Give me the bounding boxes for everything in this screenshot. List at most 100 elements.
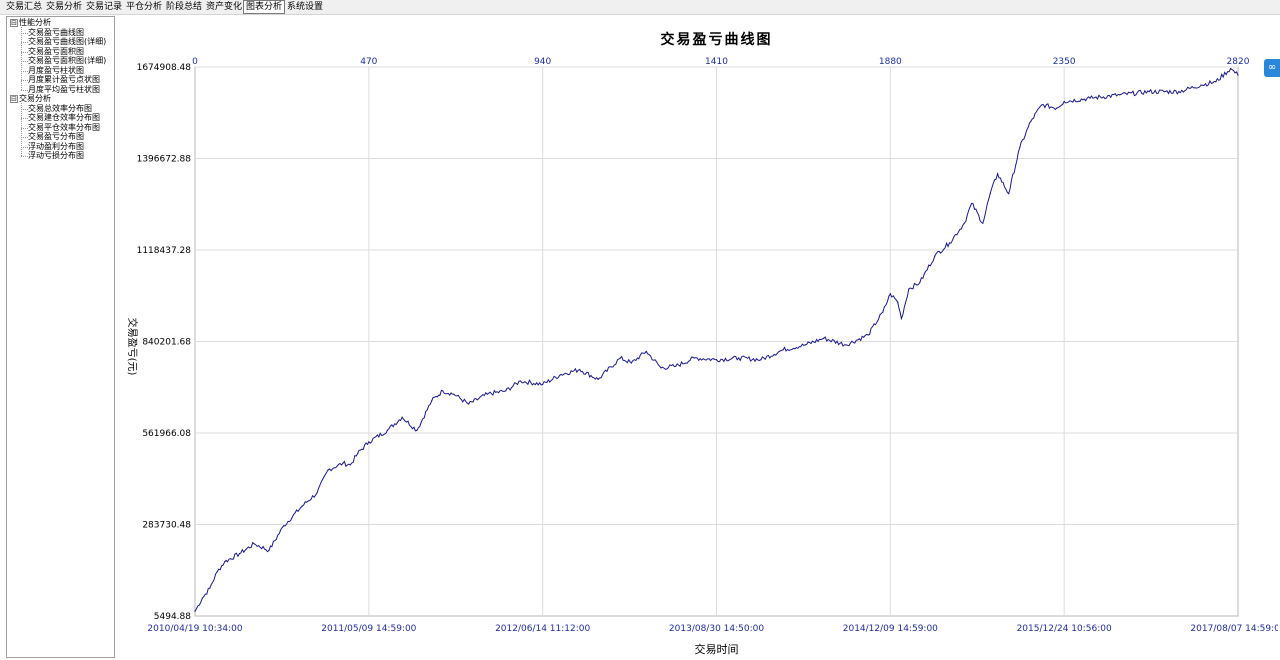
- pnl-line-chart: 5494.88 283730.48 561966.08 840201.68 111843…: [126, 31, 1278, 656]
- tree-connector: [21, 61, 28, 62]
- tree-item[interactable]: 交易总效率分布图: [28, 103, 92, 113]
- tab-8[interactable]: 系统设置: [287, 2, 324, 12]
- y-axis-label: 交易盈亏(元): [126, 318, 139, 376]
- data-point: [804, 344, 806, 346]
- tree-item[interactable]: 交易盈亏曲线图: [28, 27, 84, 37]
- data-point: [1056, 107, 1058, 109]
- data-point: [416, 429, 418, 431]
- x-bottom-tick-label: 2010/04/19 10:34:00: [147, 624, 242, 634]
- data-point: [845, 344, 847, 346]
- tree-item[interactable]: 浮动亏损分布图: [28, 151, 84, 160]
- data-point: [401, 416, 403, 418]
- tree-item[interactable]: 月度累计盈亏点状图: [28, 75, 100, 84]
- data-point: [316, 492, 318, 494]
- tree-item[interactable]: 交易盈亏分布图: [28, 132, 84, 141]
- side-link-button[interactable]: ∞: [1264, 59, 1280, 77]
- data-point: [1041, 104, 1043, 106]
- data-point: [882, 311, 884, 313]
- tree-group-label[interactable]: 性能分析: [19, 18, 51, 27]
- tree-connector: [21, 89, 28, 91]
- data-point: [982, 222, 984, 224]
- data-point: [597, 378, 599, 380]
- data-point: [357, 452, 359, 454]
- tab-7[interactable]: 图表分析: [243, 0, 286, 14]
- data-point: [1089, 97, 1091, 99]
- tree-connector: [21, 32, 28, 34]
- tree-connector: [21, 70, 28, 72]
- link-icon: ∞: [1267, 62, 1277, 73]
- x-bottom-tick-label: 2017/08/07 14:59:00: [1190, 624, 1278, 634]
- data-point: [782, 349, 784, 351]
- tree-connector: [21, 27, 22, 90]
- tab-2[interactable]: 交易分析: [46, 2, 83, 12]
- data-point: [368, 441, 370, 443]
- data-point: [867, 334, 869, 336]
- data-point: [1215, 81, 1217, 83]
- tab-3[interactable]: 交易记录: [86, 2, 123, 12]
- tree-item[interactable]: 交易建仓效率分布图: [28, 113, 100, 122]
- data-point: [660, 367, 662, 369]
- data-point: [579, 368, 581, 371]
- data-point: [349, 464, 351, 466]
- x-bottom-tick-label: 2013/08/30 14:50:00: [669, 624, 764, 634]
- tree-group-label[interactable]: 交易分析: [19, 94, 51, 103]
- tab-5[interactable]: 阶段总结: [166, 2, 203, 12]
- y-tick-label: 840201.68: [142, 338, 191, 348]
- data-point: [327, 469, 329, 471]
- tab-6[interactable]: 资产变化: [206, 2, 243, 12]
- collapse-toggle-icon[interactable]: ⊟: [10, 95, 18, 103]
- tree-item[interactable]: 浮动盈利分布图: [28, 141, 84, 151]
- data-point: [223, 561, 226, 563]
- data-point: [519, 380, 522, 382]
- data-point: [971, 202, 973, 205]
- data-point: [1008, 192, 1010, 195]
- x-bottom-tick-label: 2014/12/09 14:59:00: [843, 624, 938, 634]
- tab-1[interactable]: 交易汇总: [6, 2, 43, 12]
- tree-item[interactable]: 交易盈亏面积图(详细): [28, 56, 107, 65]
- tree-item[interactable]: 月度盈亏柱状图: [28, 65, 84, 75]
- data-point: [209, 587, 211, 589]
- data-point: [645, 350, 647, 353]
- data-point: [1019, 146, 1021, 149]
- data-point: [919, 281, 921, 283]
- y-tick-label: 1674908.48: [137, 63, 192, 73]
- data-point: [889, 293, 891, 295]
- data-point: [823, 337, 825, 339]
- data-point: [1119, 94, 1121, 96]
- data-point: [760, 359, 762, 361]
- tree-item[interactable]: 交易平仓效率分布图: [28, 122, 100, 132]
- data-point: [216, 571, 218, 573]
- data-point: [431, 400, 433, 402]
- tree-item[interactable]: 月度平均盈亏柱状图: [28, 84, 100, 94]
- data-point: [453, 393, 455, 395]
- y-tick-label: 561966.08: [142, 429, 191, 439]
- chart-title: 交易盈亏曲线图: [661, 31, 773, 48]
- tree-item[interactable]: 交易盈亏曲线图(详细): [28, 37, 107, 46]
- x-top-tick-label: 2820: [1227, 57, 1250, 67]
- tab-4[interactable]: 平仓分析: [126, 2, 163, 12]
- data-point: [253, 543, 255, 545]
- tree-connector: [21, 146, 28, 148]
- collapse-toggle-icon[interactable]: ⊟: [10, 19, 18, 27]
- x-bottom-tick-label: 2015/12/24 10:56:00: [1017, 624, 1112, 634]
- data-point: [630, 362, 633, 364]
- tree-connector: [21, 156, 28, 157]
- x-top-tick-label: 470: [360, 57, 377, 67]
- tree-item[interactable]: 交易盈亏面积图: [28, 46, 84, 56]
- x-top-tick-label: 940: [534, 57, 551, 67]
- function-tree: ⊟ 性能分析 交易盈亏曲线图 交易盈亏曲线图(详细) 交易盈亏面积图 交易盈亏面积图(详细…: [6, 16, 115, 658]
- data-point: [948, 242, 951, 244]
- tree-connector: [21, 127, 28, 129]
- data-point: [505, 390, 507, 392]
- y-tick-label: 1396672.88: [137, 155, 192, 165]
- x-axis-label: 交易时间: [695, 642, 739, 656]
- data-point: [1230, 68, 1232, 70]
- data-point: [560, 373, 562, 376]
- data-point: [1200, 84, 1202, 86]
- menu-bar: 交易汇总 交易分析 交易记录 平仓分析 阶段总结 资产变化 图表分析 系统设置: [0, 0, 1280, 15]
- data-point: [675, 365, 677, 367]
- data-point: [268, 549, 270, 551]
- data-point: [1148, 91, 1150, 93]
- data-point: [619, 357, 621, 359]
- tree-connector: [21, 137, 28, 138]
